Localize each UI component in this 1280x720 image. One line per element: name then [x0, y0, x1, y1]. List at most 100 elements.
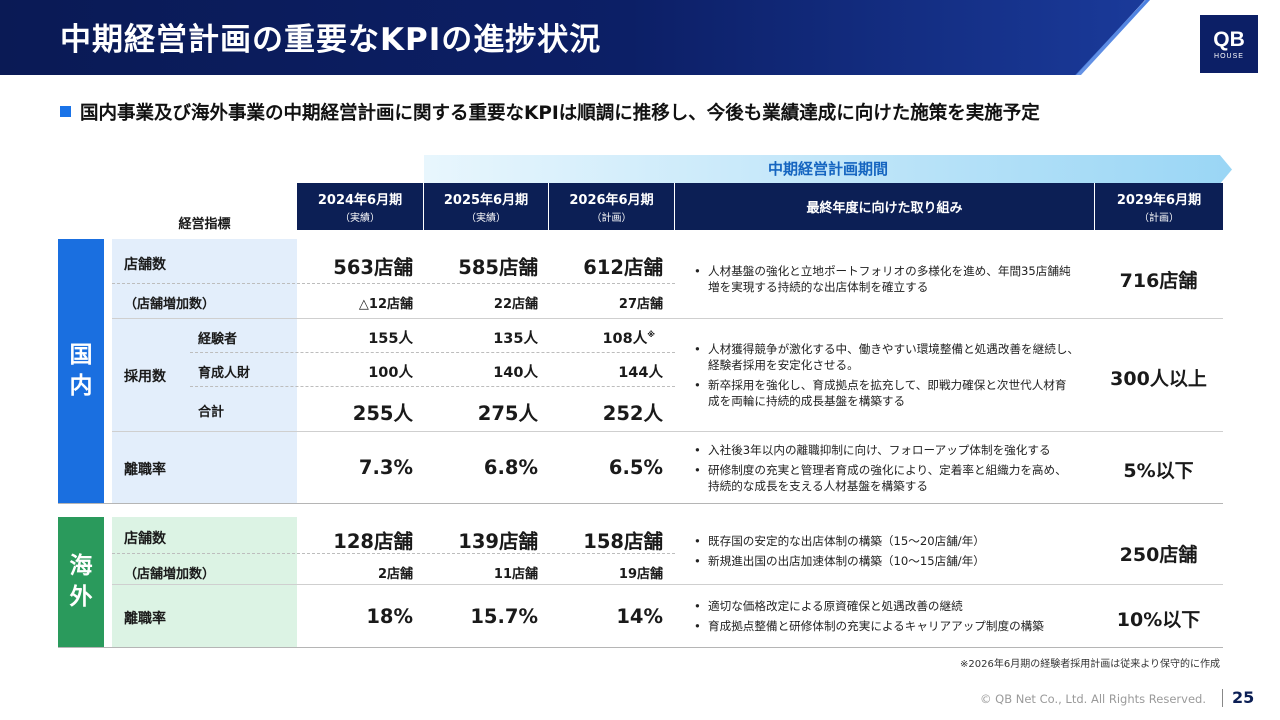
- segment-char: 外: [69, 584, 93, 610]
- plan-period-label: 中期経営計画期間: [767, 160, 888, 178]
- row-label-hiring: 採用数: [124, 369, 166, 385]
- target-dom-turnover: 5%以下: [1123, 460, 1194, 482]
- row-label-overseas-stores: 店舗数: [124, 531, 166, 547]
- column-header-label: 2026年6月期: [569, 193, 654, 208]
- bullet-square-icon: [60, 106, 71, 117]
- initiative-line: 新規進出国の出店加速体制の構築（10～15店舗/年）: [708, 554, 985, 568]
- value-dom-turnover-2025: 6.8%: [483, 456, 538, 479]
- value-dom-increase-2026: 27店舗: [618, 297, 663, 312]
- kpi-column-header: 経営指標: [178, 217, 231, 232]
- value-dom-turnover-2026: 6.5%: [608, 456, 663, 479]
- initiative-ovs-stores: • 既存国の安定的な出店体制の構築（15～20店舗/年） • 新規進出国の出店加速体…: [694, 534, 985, 568]
- segment-char: 海: [69, 552, 93, 579]
- value-ovs-turnover-2024: 18%: [366, 605, 413, 628]
- segment-domestic: 国 内: [58, 239, 104, 503]
- value-hiring-total-2026: 252人: [602, 402, 663, 425]
- value-hiring-total-2025: 275人: [477, 402, 538, 425]
- target-ovs-turnover: 10%以下: [1116, 609, 1201, 631]
- value-dom-increase-2024: △12店舗: [358, 297, 413, 312]
- value-trainee-2026: 144人: [618, 365, 663, 381]
- value-ovs-stores-2025: 139店舗: [458, 530, 538, 553]
- initiative-hiring: • 人材獲得競争が激化する中、働きやすい環境整備と処遇改善を継続し、 経験者採用を…: [694, 342, 1080, 408]
- value-dom-stores-2026: 612店舗: [583, 256, 663, 279]
- overseas-label-background: [112, 517, 297, 647]
- segment-overseas: 海 外: [58, 517, 104, 647]
- header-background: [0, 0, 1145, 75]
- lead-text: 国内事業及び海外事業の中期経営計画に関する重要なKPIは順調に推移し、今後も業績…: [80, 103, 1040, 124]
- initiative-line: 研修制度の充実と管理者育成の強化により、定着率と組織力を高め、: [708, 463, 1067, 477]
- row-label-overseas-store-increase: （店舗増加数）: [124, 567, 216, 582]
- section-divider: [58, 503, 1223, 504]
- value-ovs-stores-2026: 158店舗: [583, 530, 663, 553]
- row-label-hiring-experienced: 経験者: [198, 332, 238, 347]
- row-divider: [112, 584, 1223, 585]
- row-divider: [112, 431, 1223, 432]
- column-header-fy2029: 2029年6月期 （計画）: [1095, 183, 1223, 230]
- row-divider: [190, 352, 675, 353]
- row-label-domestic-stores: 店舗数: [124, 257, 166, 273]
- segment-char: 国: [69, 341, 93, 368]
- initiative-line: 経験者採用を安定化させる。: [708, 358, 859, 372]
- value-dom-turnover-2024: 7.3%: [358, 456, 413, 479]
- value-text: 108人: [602, 331, 648, 347]
- row-divider: [112, 318, 1223, 319]
- column-header-fy2026: 2026年6月期 （計画）: [549, 183, 675, 230]
- footnote: ※2026年6月期の経験者採用計画は従来より保守的に作成: [960, 659, 1220, 670]
- value-ovs-turnover-2025: 15.7%: [470, 605, 538, 628]
- initiative-line: 適切な価格改定による原資確保と処遇改善の継続: [708, 599, 963, 613]
- initiative-line: 新卒採用を強化し、育成拠点を拡充して、即戦力確保と次世代人材育: [708, 378, 1067, 392]
- column-header-sub: （計画）: [1139, 213, 1179, 224]
- value-ovs-increase-2025: 11店舗: [493, 567, 538, 582]
- value-dom-increase-2025: 22店舗: [493, 297, 538, 312]
- value-experienced-2024: 155人: [368, 331, 413, 347]
- qb-house-logo: QB HOUSE: [1199, 14, 1259, 74]
- footer-separator: [1222, 689, 1223, 707]
- value-trainee-2025: 140人: [493, 365, 538, 381]
- column-header-fy2024: 2024年6月期 （実績）: [297, 183, 424, 230]
- row-label-hiring-trainee: 育成人財: [198, 366, 251, 381]
- value-experienced-2025: 135人: [493, 331, 538, 347]
- value-ovs-increase-2026: 19店舗: [618, 567, 663, 582]
- footnote-mark: ※: [647, 330, 655, 340]
- initiative-dom-stores: • 人材基盤の強化と立地ポートフォリオの多様化を進め、年間35店舗純 増を実現する…: [694, 264, 1071, 294]
- column-header-sub: （実績）: [466, 213, 506, 224]
- row-label-domestic-turnover: 離職率: [124, 462, 166, 478]
- initiative-line: 育成拠点整備と研修体制の充実によるキャリアアップ制度の構築: [708, 619, 1044, 633]
- plan-period-arrow: [424, 155, 1232, 184]
- initiative-line: 既存国の安定的な出店体制の構築（15～20店舗/年）: [708, 534, 985, 548]
- value-hiring-total-2024: 255人: [352, 402, 413, 425]
- row-divider: [190, 386, 675, 387]
- column-header-fy2025: 2025年6月期 （実績）: [424, 183, 549, 230]
- column-header-label: 2029年6月期: [1116, 193, 1202, 208]
- copyright: © QB Net Co., Ltd. All Rights Reserved.: [980, 692, 1206, 706]
- row-divider: [112, 283, 675, 284]
- target-hiring: 300人以上: [1110, 368, 1207, 390]
- column-header-sub: （実績）: [340, 213, 380, 224]
- value-ovs-turnover-2026: 14%: [616, 605, 663, 628]
- initiative-ovs-turnover: • 適切な価格改定による原資確保と処遇改善の継続 • 育成拠点整備と研修体制の充実に…: [694, 599, 1044, 633]
- column-header-initiatives: 最終年度に向けた取り組み: [675, 183, 1095, 230]
- page-title: 中期経営計画の重要なKPIの進捗状況: [60, 22, 602, 58]
- page-number: 25: [1232, 688, 1255, 707]
- section-divider: [58, 647, 1223, 648]
- segment-char: 内: [69, 373, 93, 399]
- target-dom-stores: 716店舗: [1119, 270, 1198, 292]
- value-experienced-2026: 108人※: [545, 327, 655, 348]
- value-ovs-increase-2024: 2店舗: [377, 567, 413, 582]
- initiative-line: 人材獲得競争が激化する中、働きやすい環境整備と処遇改善を継続し、: [708, 342, 1080, 356]
- row-label-overseas-turnover: 離職率: [124, 611, 166, 627]
- target-ovs-stores: 250店舗: [1119, 544, 1198, 566]
- column-header-label: 2025年6月期: [443, 193, 529, 208]
- row-label-hiring-total: 合計: [198, 405, 225, 420]
- column-header-label: 2024年6月期: [317, 193, 403, 208]
- value-ovs-stores-2024: 128店舗: [333, 530, 413, 553]
- initiative-line: 成を両輪に持続的成長基盤を構築する: [708, 394, 906, 408]
- initiative-line: 入社後3年以内の離職抑制に向け、フォローアップ体制を強化する: [708, 443, 1051, 457]
- row-label-domestic-store-increase: （店舗増加数）: [124, 297, 216, 312]
- initiative-line: 増を実現する持続的な出店体制を確立する: [708, 280, 929, 294]
- column-header-label: 最終年度に向けた取り組み: [806, 201, 963, 216]
- initiative-line: 持続的な成長を支える人材基盤を構築する: [708, 479, 928, 493]
- row-divider: [112, 553, 675, 554]
- lead-statement: 国内事業及び海外事業の中期経営計画に関する重要なKPIは順調に推移し、今後も業績…: [60, 99, 1040, 125]
- value-trainee-2024: 100人: [368, 365, 413, 381]
